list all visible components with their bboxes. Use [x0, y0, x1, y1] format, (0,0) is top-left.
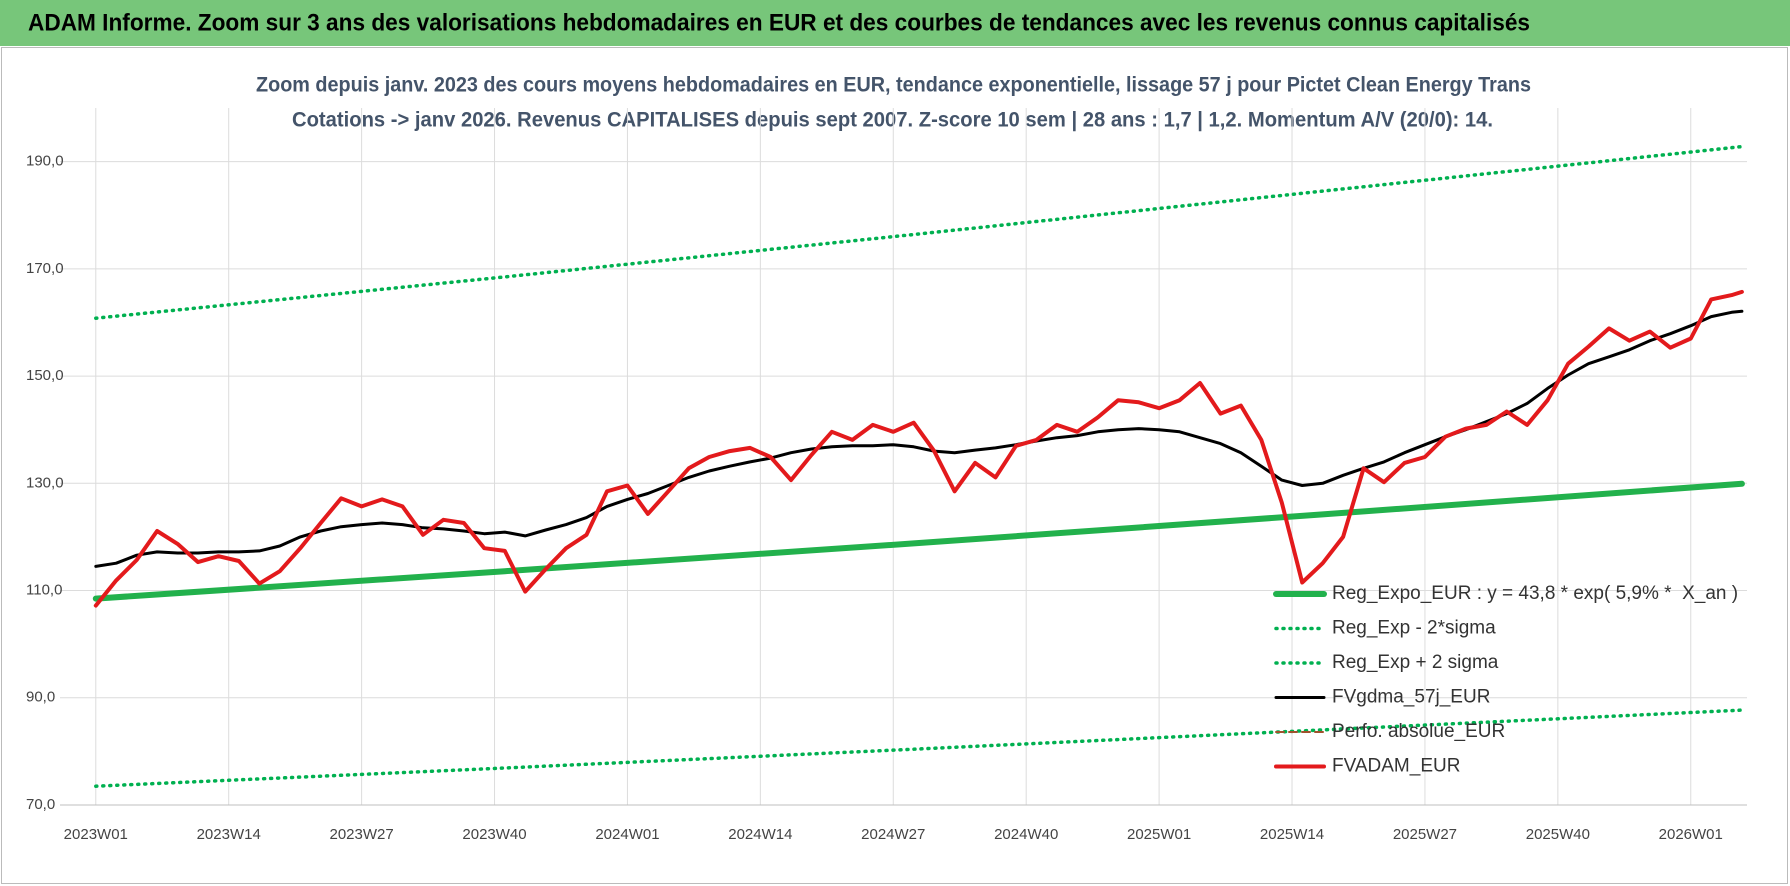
page-title: ADAM Informe. Zoom sur 3 ans des valoris… [28, 9, 1530, 36]
legend-label: FVADAM_EUR [1332, 756, 1460, 777]
y-tick-label: 70,0 [26, 796, 55, 813]
legend: Reg_Expo_EUR : y = 43,8 * exp( 5,9% * X_… [1273, 583, 1738, 777]
x-tick-label: 2024W27 [861, 826, 925, 843]
x-tick-label: 2026W01 [1659, 826, 1723, 843]
x-tick-label: 2025W27 [1393, 826, 1457, 843]
x-tick-label: 2023W40 [462, 826, 526, 843]
series-line [94, 144, 1744, 320]
series-line [93, 289, 1744, 608]
legend-label: Perfo. absolue_EUR [1332, 721, 1505, 742]
series-line [94, 708, 1744, 788]
chart-subtitle: Cotations -> janv 2026. Revenus CAPITALI… [292, 109, 1493, 132]
legend-label: FVgdma_57j_EUR [1332, 687, 1490, 708]
legend-label: Reg_Exp - 2*sigma [1332, 618, 1496, 639]
y-tick-label: 130,0 [26, 474, 64, 491]
legend-label: Reg_Expo_EUR : y = 43,8 * exp( 5,9% * X_… [1332, 583, 1738, 604]
x-tick-label: 2025W01 [1127, 826, 1191, 843]
y-tick-label: 170,0 [26, 260, 64, 277]
x-tick-label: 2023W14 [197, 826, 261, 843]
legend-label: Reg_Exp + 2 sigma [1332, 652, 1499, 673]
x-tick-label: 2024W14 [728, 826, 792, 843]
x-tick-label: 2024W40 [994, 826, 1058, 843]
y-tick-label: 150,0 [26, 367, 64, 384]
plot [92, 144, 1745, 788]
chart-subtitle: Zoom depuis janv. 2023 des cours moyens … [256, 74, 1531, 97]
y-tick-label: 110,0 [26, 582, 62, 599]
grid: 70,0 90,0 110,0 130,0 150,0 170,0 190,0 2023W01… [26, 108, 1747, 843]
chart-frame [1, 47, 1788, 884]
series-line [92, 480, 1745, 602]
y-tick-label: 190,0 [26, 153, 64, 170]
header-bar [0, 0, 1790, 46]
x-tick-label: 2025W14 [1260, 826, 1324, 843]
x-tick-label: 2023W27 [330, 826, 394, 843]
x-tick-label: 2025W40 [1526, 826, 1590, 843]
x-tick-label: 2024W01 [595, 826, 659, 843]
x-tick-label: 2023W01 [64, 826, 128, 843]
y-tick-label: 90,0 [26, 689, 55, 706]
